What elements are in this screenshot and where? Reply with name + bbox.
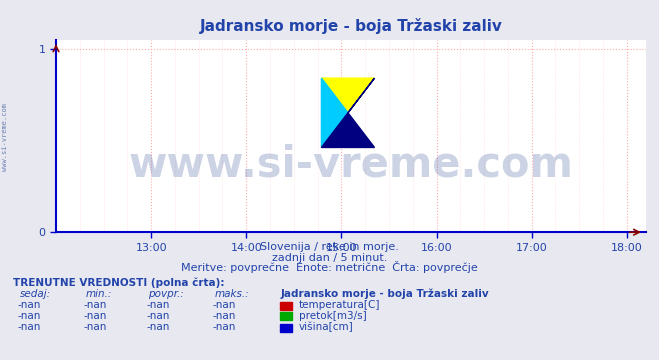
Text: -nan: -nan — [212, 322, 236, 332]
Polygon shape — [322, 78, 374, 148]
Text: min.:: min.: — [86, 289, 112, 299]
Text: -nan: -nan — [18, 300, 42, 310]
Text: -nan: -nan — [212, 300, 236, 310]
Text: TRENUTNE VREDNOSTI (polna črta):: TRENUTNE VREDNOSTI (polna črta): — [13, 278, 225, 288]
Text: -nan: -nan — [212, 311, 236, 321]
Title: Jadransko morje - boja Tržaski zaliv: Jadransko morje - boja Tržaski zaliv — [200, 18, 502, 34]
Text: -nan: -nan — [18, 322, 42, 332]
Text: www.si-vreme.com: www.si-vreme.com — [129, 144, 573, 186]
Text: povpr.:: povpr.: — [148, 289, 184, 299]
Text: -nan: -nan — [84, 300, 107, 310]
Text: -nan: -nan — [146, 322, 170, 332]
Text: temperatura[C]: temperatura[C] — [299, 300, 380, 310]
Text: sedaj:: sedaj: — [20, 289, 51, 299]
Text: -nan: -nan — [146, 311, 170, 321]
Text: -nan: -nan — [146, 300, 170, 310]
Text: Slovenija / reke in morje.: Slovenija / reke in morje. — [260, 242, 399, 252]
Text: pretok[m3/s]: pretok[m3/s] — [299, 311, 366, 321]
Text: www.si-vreme.com: www.si-vreme.com — [2, 103, 9, 171]
Text: -nan: -nan — [84, 322, 107, 332]
Text: Meritve: povprečne  Enote: metrične  Črta: povprečje: Meritve: povprečne Enote: metrične Črta:… — [181, 261, 478, 273]
Text: maks.:: maks.: — [214, 289, 249, 299]
Text: -nan: -nan — [84, 311, 107, 321]
Polygon shape — [322, 78, 374, 113]
Text: zadnji dan / 5 minut.: zadnji dan / 5 minut. — [272, 253, 387, 263]
Text: Jadransko morje - boja Tržaski zaliv: Jadransko morje - boja Tržaski zaliv — [280, 288, 489, 299]
Text: višina[cm]: višina[cm] — [299, 322, 353, 332]
Text: -nan: -nan — [18, 311, 42, 321]
Polygon shape — [322, 78, 348, 148]
